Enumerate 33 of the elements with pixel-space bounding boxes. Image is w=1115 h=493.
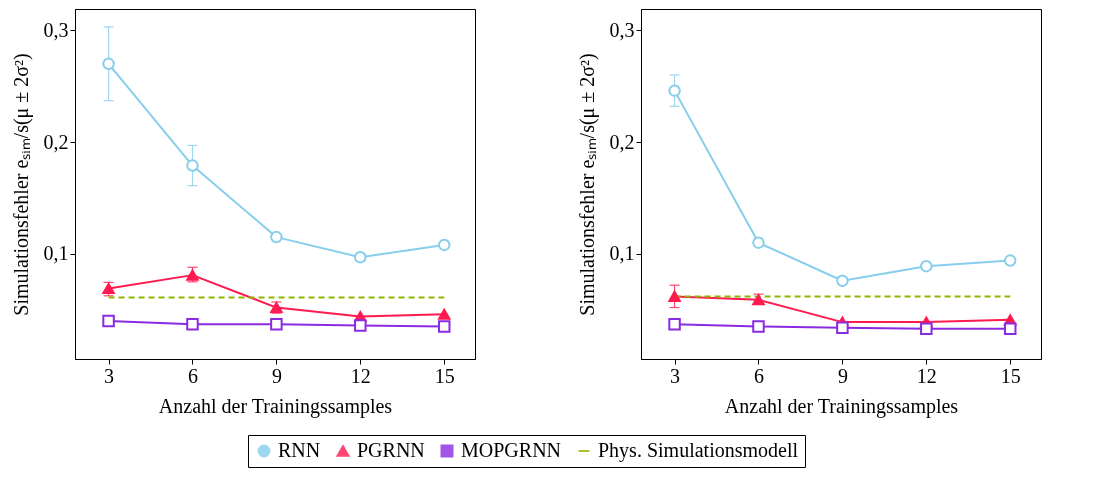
point <box>437 238 451 252</box>
y-tick-label: 0,2 <box>609 130 635 153</box>
x-axis-title: Anzahl der Trainingssamples <box>158 394 393 418</box>
x-axis-title: Anzahl der Trainingssamples <box>724 394 959 418</box>
point <box>437 308 451 320</box>
legend-label: PGRNN <box>357 439 425 461</box>
legend-label: RNN <box>278 439 321 461</box>
point <box>668 290 681 302</box>
point <box>836 274 849 287</box>
x-tick-label: 9 <box>271 364 282 387</box>
x-tick-label: 3 <box>104 364 115 387</box>
x-tick-label: 12 <box>350 364 371 387</box>
y-tick-label: 0,1 <box>609 242 635 265</box>
x-tick-label: 6 <box>187 364 198 387</box>
y-tick-label: 0,2 <box>43 130 69 153</box>
y-axis-title: Simulationsfehler eₛᵢₘ/s(μ ± 2σ²) <box>575 53 599 316</box>
y-axis-title: Simulationsfehler eₛᵢₘ/s(μ ± 2σ²) <box>9 53 33 316</box>
point <box>270 230 283 244</box>
point <box>354 251 367 264</box>
x-tick-label: 9 <box>837 364 848 387</box>
y-tick-label: 0,3 <box>609 18 635 41</box>
x-tick-label: 12 <box>916 364 937 387</box>
y-tick-label: 0,3 <box>43 18 69 41</box>
x-tick-label: 15 <box>434 364 455 387</box>
point <box>102 57 115 71</box>
point <box>920 259 933 273</box>
y-tick-label: 0,1 <box>43 242 69 265</box>
x-tick-label: 6 <box>753 364 764 387</box>
legend-label: MOPGRNN <box>461 439 562 461</box>
legend-label: Phys. Simulationsmodell <box>598 439 799 462</box>
x-tick-label: 15 <box>1000 364 1021 387</box>
point <box>1003 254 1017 267</box>
x-tick-label: 3 <box>670 364 681 387</box>
